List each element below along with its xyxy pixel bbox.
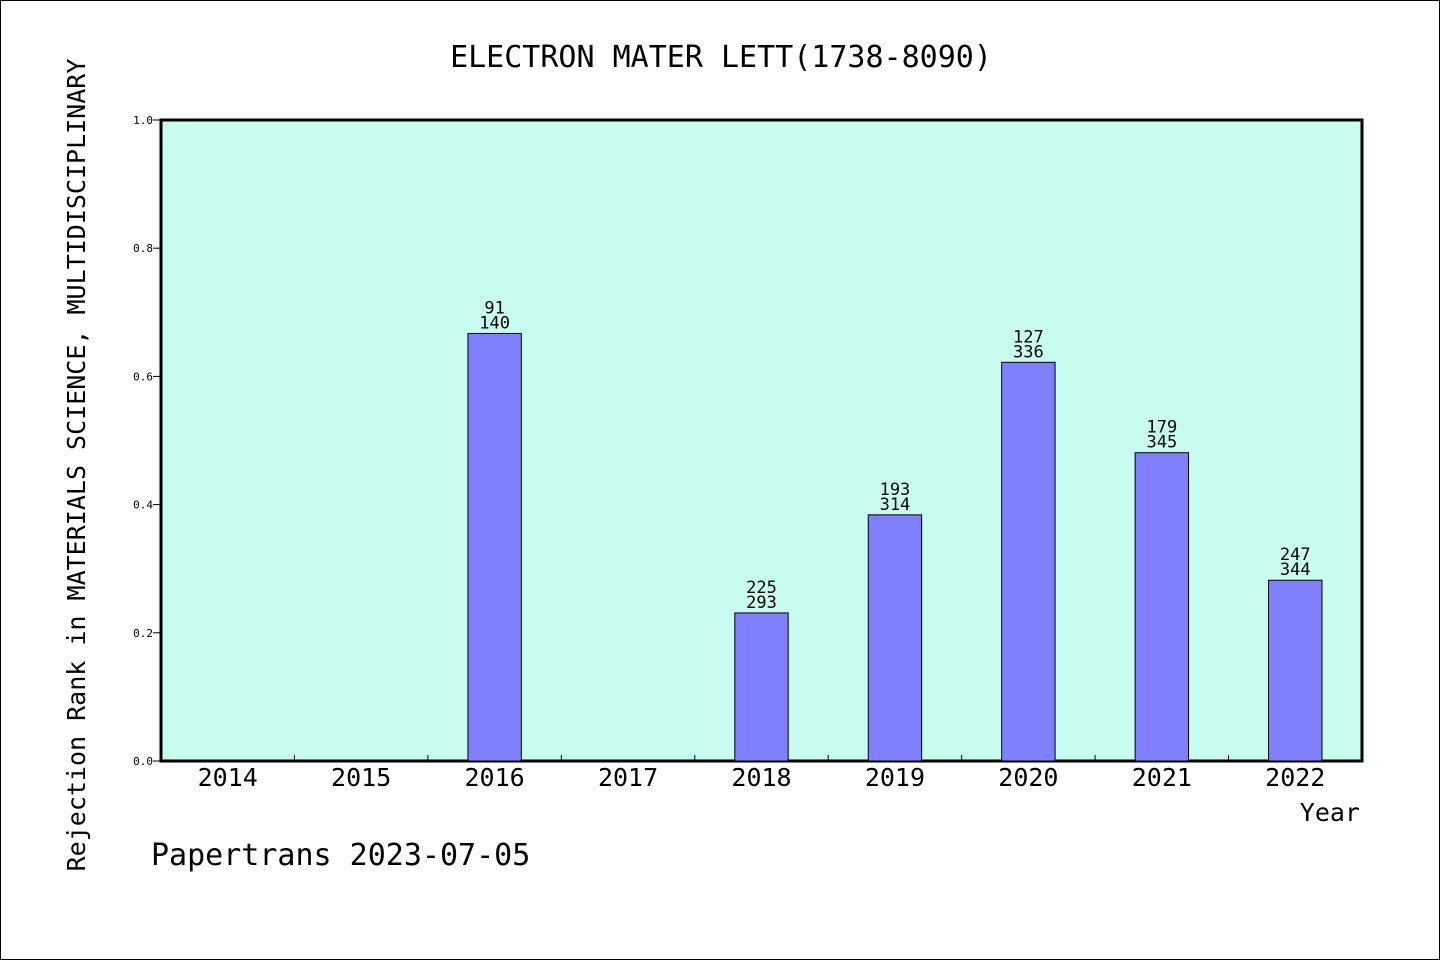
x-tick-label: 2020 — [998, 763, 1058, 792]
bar-label-top: 127 — [1013, 327, 1044, 347]
x-axis-label: Year — [1300, 798, 1360, 827]
x-tick-label: 2022 — [1265, 763, 1325, 792]
bar — [1134, 452, 1190, 762]
y-axis-ticks: 0.0 0.2 0.4 0.6 0.8 1.0 — [133, 114, 161, 768]
bar-label-bottom: 345 — [1146, 433, 1177, 453]
x-tick-label: 2017 — [598, 763, 658, 792]
bar — [1001, 361, 1056, 762]
bar-label-top: 91 — [484, 298, 504, 318]
bar-label-top: 247 — [1280, 545, 1311, 565]
bar — [734, 612, 789, 762]
y-axis-label: Rejection Rank in MATERIALS SCIENCE, MUL… — [62, 59, 91, 872]
x-tick-label: 2016 — [465, 763, 525, 792]
bar-label-bottom: 140 — [479, 313, 510, 333]
bar-label-bottom: 314 — [880, 495, 911, 515]
bar — [1268, 579, 1323, 762]
bar-label-bottom: 344 — [1280, 560, 1311, 580]
x-tick-label: 2018 — [731, 763, 791, 792]
bar-label-bottom: 336 — [1013, 342, 1044, 362]
x-tick-label: 2014 — [198, 763, 258, 792]
x-tick-label: 2021 — [1132, 763, 1192, 792]
bar — [467, 332, 522, 762]
y-tick-label: 0.0 — [133, 755, 153, 768]
chart-title: ELECTRON MATER LETT(1738-8090) — [450, 40, 992, 75]
bar-label-top: 225 — [746, 578, 777, 598]
y-tick-label: 0.4 — [133, 499, 153, 512]
y-tick-label: 1.0 — [133, 114, 153, 127]
bar — [867, 514, 923, 762]
bar-label-bottom: 293 — [746, 593, 777, 613]
footer-watermark: Papertrans 2023-07-05 — [151, 838, 530, 873]
y-tick-label: 0.6 — [133, 370, 153, 383]
y-tick-label: 0.8 — [133, 242, 153, 255]
bar-label-top: 179 — [1146, 418, 1177, 438]
x-axis-ticks: 2014 2015 2016 2017 2018 2019 2020 2021 2022 — [198, 755, 1325, 792]
x-tick-label: 2015 — [331, 763, 391, 792]
x-tick-label: 2019 — [865, 763, 925, 792]
bar-label-top: 193 — [880, 480, 911, 500]
y-tick-label: 0.2 — [133, 627, 153, 640]
